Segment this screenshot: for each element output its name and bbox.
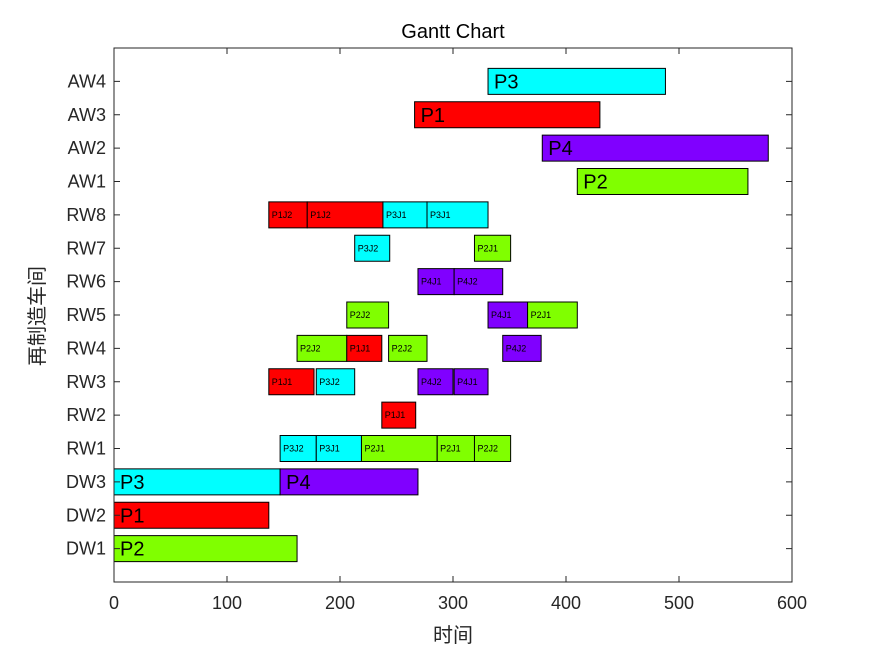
gantt-bar-dw1-p2 — [113, 535, 298, 563]
gantt-bar-rw8-p3j1 — [426, 201, 489, 229]
y-tick-label: DW1 — [66, 539, 106, 559]
gantt-bar-label: P4J1 — [421, 277, 442, 287]
gantt-bar-rw3-p4j2 — [417, 368, 454, 396]
x-tick-label: 300 — [438, 593, 468, 613]
gantt-bar-label: P2J1 — [477, 243, 498, 253]
gantt-bar-rw7-p3j2 — [354, 234, 391, 262]
gantt-bar-rw5-p2j2 — [346, 301, 390, 329]
gantt-bar-label: P2J2 — [300, 343, 321, 353]
gantt-bar-label: P2J2 — [392, 343, 413, 353]
gantt-bar-rw1-p3j1 — [315, 435, 362, 462]
gantt-bar-aw3-p1 — [414, 101, 601, 129]
gantt-bar-label: P1J1 — [350, 343, 371, 353]
gantt-bar-label: P4J2 — [506, 343, 527, 353]
gantt-bar-label: P1J2 — [310, 210, 331, 220]
gantt-bar-label: P2J2 — [350, 310, 371, 320]
gantt-bar-label: P3J1 — [319, 444, 340, 454]
x-tick-label: 100 — [212, 593, 242, 613]
x-tick-label: 200 — [325, 593, 355, 613]
gantt-bar-rw1-p2j1 — [436, 435, 475, 462]
y-tick-label: RW2 — [66, 405, 106, 425]
gantt-bar-rw5-p2j1 — [527, 301, 578, 329]
x-tick-label: 0 — [109, 593, 119, 613]
gantt-bar-label: P4 — [548, 138, 572, 160]
gantt-bar-aw1-p2 — [576, 168, 749, 195]
gantt-bar-label: P4J2 — [457, 277, 478, 287]
gantt-bar-label: P2 — [120, 539, 144, 561]
gantt-bar-rw8-p1j2 — [306, 201, 384, 229]
gantt-bar-label: P3J2 — [283, 444, 304, 454]
y-tick-label: AW4 — [68, 71, 106, 91]
gantt-bar-label: P2J1 — [531, 310, 552, 320]
gantt-bar-rw7-p2j1 — [473, 234, 512, 262]
gantt-bar-label: P2J1 — [440, 444, 461, 454]
gantt-bar-label: P1J1 — [272, 377, 293, 387]
gantt-bar-label: P3 — [120, 472, 144, 494]
gantt-bar-aw4-p3 — [487, 67, 666, 95]
gantt-bar-label: P1J2 — [272, 210, 293, 220]
chart-title: Gantt Chart — [401, 21, 505, 43]
y-axis-label: 再制造车间 — [25, 266, 49, 366]
gantt-bar-rw4-p4j2 — [502, 334, 542, 362]
gantt-bar-rw1-p2j2 — [473, 435, 512, 462]
gantt-bar-label: P2 — [583, 172, 607, 194]
y-tick-label: RW7 — [66, 238, 106, 258]
gantt-bar-label: P1 — [120, 505, 144, 527]
gantt-bar-label: P4J1 — [457, 377, 478, 387]
gantt-bar-label: P4J2 — [421, 377, 442, 387]
y-tick-label: RW4 — [66, 338, 106, 358]
gantt-bar-rw6-p4j1 — [417, 268, 455, 296]
gantt-bar-rw2-p1j1 — [381, 401, 417, 429]
y-tick-label: RW3 — [66, 372, 106, 392]
gantt-bar-rw6-p4j2 — [453, 268, 504, 296]
y-tick-label: AW3 — [68, 105, 106, 125]
gantt-bar-aw2-p4 — [541, 134, 769, 162]
gantt-bar-label: P2J1 — [364, 444, 385, 454]
gantt-bar-rw1-p2j1 — [360, 435, 438, 462]
gantt-bar-label: P3J2 — [358, 243, 379, 253]
gantt-bar-rw3-p4j1 — [453, 368, 489, 396]
gantt-bar-rw4-p2j2 — [296, 334, 348, 362]
gantt-bar-label: P4 — [286, 472, 310, 494]
y-tick-label: AW2 — [68, 138, 106, 158]
gantt-bar-rw4-p2j2 — [388, 334, 428, 362]
gantt-bar-label: P1 — [421, 105, 445, 127]
gantt-bar-label: P1J1 — [385, 410, 406, 420]
gantt-bar-rw3-p1j1 — [268, 368, 315, 396]
y-tick-label: RW8 — [66, 205, 106, 225]
gantt-bar-dw3-p4 — [279, 468, 419, 496]
gantt-bar-label: P3 — [494, 71, 518, 93]
y-tick-label: AW1 — [68, 172, 106, 192]
x-axis-label: 时间 — [433, 623, 473, 647]
y-tick-label: RW5 — [66, 305, 106, 325]
gantt-bar-label: P3J2 — [319, 377, 340, 387]
y-tick-label: DW3 — [66, 472, 106, 492]
x-tick-label: 600 — [777, 593, 807, 613]
gantt-bar-dw2-p1 — [113, 501, 270, 529]
gantt-bar-label: P2J2 — [477, 444, 498, 454]
x-tick-label: 500 — [664, 593, 694, 613]
x-tick-label: 400 — [551, 593, 581, 613]
gantt-bar-label: P3J1 — [386, 210, 407, 220]
axes-layer: 0 100 200 300 400 500 600 DW1 DW2 DW3 RW1 RW2 RW3 RW4… — [66, 47, 807, 613]
bars-layer: P2 P1 P3 P4 P3J2 P3J1 P2J1 P2J1 P2J2 P1J1 P1J1 P3J2… — [113, 67, 769, 563]
gantt-bar-rw4-p1j1 — [346, 334, 383, 362]
gantt-bar-rw3-p3j2 — [315, 368, 356, 396]
gantt-bar-label: P3J1 — [430, 210, 451, 220]
y-tick-label: RW1 — [66, 439, 106, 459]
gantt-bar-label: P4J1 — [491, 310, 512, 320]
gantt-bar-rw8-p1j2 — [268, 201, 308, 229]
y-tick-label: DW2 — [66, 505, 106, 525]
y-tick-label: RW6 — [66, 272, 106, 292]
